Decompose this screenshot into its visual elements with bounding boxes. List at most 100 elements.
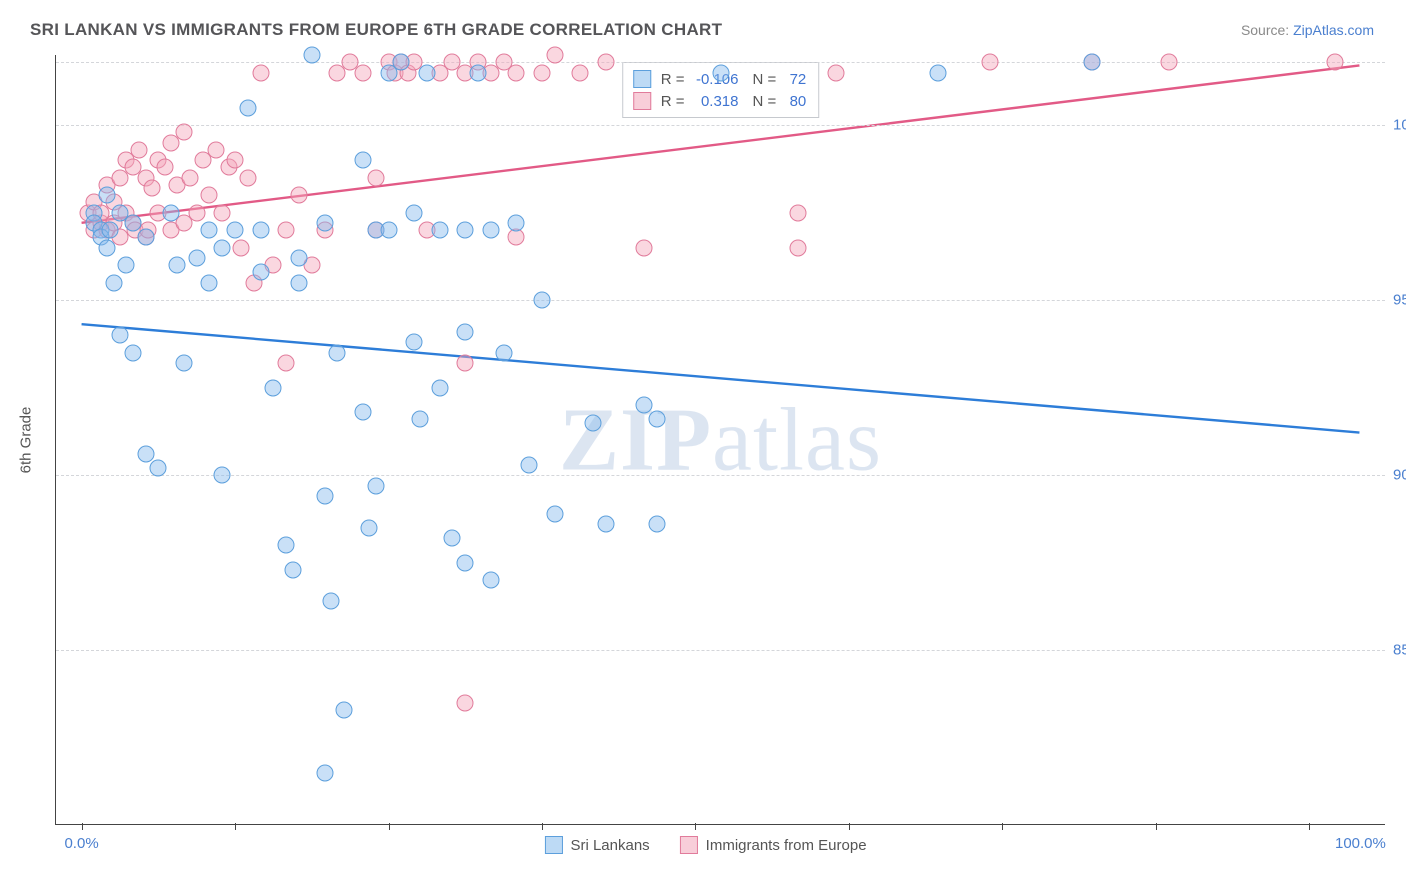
data-point bbox=[380, 222, 397, 239]
data-point bbox=[105, 274, 122, 291]
data-point bbox=[175, 124, 192, 141]
data-point bbox=[828, 64, 845, 81]
data-point bbox=[284, 561, 301, 578]
data-point bbox=[214, 239, 231, 256]
x-tick bbox=[1156, 823, 1157, 830]
data-point bbox=[124, 344, 141, 361]
data-point bbox=[143, 180, 160, 197]
gridline bbox=[56, 125, 1385, 126]
data-point bbox=[278, 222, 295, 239]
data-point bbox=[457, 355, 474, 372]
data-point bbox=[156, 159, 173, 176]
legend: Sri Lankans Immigrants from Europe bbox=[544, 836, 896, 854]
r-label: R = bbox=[661, 71, 685, 88]
data-point bbox=[201, 274, 218, 291]
data-point bbox=[457, 222, 474, 239]
data-point bbox=[546, 505, 563, 522]
data-point bbox=[649, 516, 666, 533]
x-tick bbox=[389, 823, 390, 830]
data-point bbox=[201, 187, 218, 204]
data-point bbox=[981, 54, 998, 71]
y-tick-label: 100.0% bbox=[1393, 117, 1406, 134]
data-point bbox=[457, 694, 474, 711]
data-point bbox=[322, 593, 339, 610]
stats-row-series2: R = 0.318 N = 80 bbox=[633, 90, 807, 112]
y-tick-label: 85.0% bbox=[1393, 642, 1406, 659]
x-tick bbox=[695, 823, 696, 830]
data-point bbox=[239, 99, 256, 116]
y-tick-label: 90.0% bbox=[1393, 467, 1406, 484]
data-point bbox=[431, 379, 448, 396]
n-value-2: 80 bbox=[780, 93, 806, 110]
data-point bbox=[150, 460, 167, 477]
data-point bbox=[182, 169, 199, 186]
data-point bbox=[111, 327, 128, 344]
data-point bbox=[227, 152, 244, 169]
x-tick-label: 0.0% bbox=[64, 835, 98, 852]
data-point bbox=[290, 250, 307, 267]
data-point bbox=[329, 344, 346, 361]
data-point bbox=[175, 355, 192, 372]
data-point bbox=[316, 488, 333, 505]
data-point bbox=[188, 250, 205, 267]
data-point bbox=[789, 204, 806, 221]
x-tick bbox=[235, 823, 236, 830]
data-point bbox=[367, 477, 384, 494]
data-point bbox=[252, 222, 269, 239]
data-point bbox=[508, 215, 525, 232]
data-point bbox=[124, 215, 141, 232]
data-point bbox=[290, 187, 307, 204]
data-point bbox=[406, 204, 423, 221]
data-point bbox=[303, 47, 320, 64]
data-point bbox=[412, 411, 429, 428]
data-point bbox=[1083, 54, 1100, 71]
gridline bbox=[56, 650, 1385, 651]
data-point bbox=[290, 274, 307, 291]
data-point bbox=[252, 264, 269, 281]
gridline bbox=[56, 300, 1385, 301]
trend-lines bbox=[56, 55, 1385, 824]
data-point bbox=[214, 204, 231, 221]
source-link[interactable]: ZipAtlas.com bbox=[1293, 22, 1374, 38]
r-value-2: 0.318 bbox=[689, 93, 739, 110]
data-point bbox=[572, 64, 589, 81]
source-label: Source: bbox=[1241, 22, 1293, 38]
data-point bbox=[137, 446, 154, 463]
data-point bbox=[316, 764, 333, 781]
data-point bbox=[789, 239, 806, 256]
data-point bbox=[354, 64, 371, 81]
data-point bbox=[278, 355, 295, 372]
data-point bbox=[214, 467, 231, 484]
data-point bbox=[713, 64, 730, 81]
data-point bbox=[521, 456, 538, 473]
x-tick bbox=[849, 823, 850, 830]
data-point bbox=[361, 519, 378, 536]
data-point bbox=[393, 54, 410, 71]
swatch-series2 bbox=[633, 92, 651, 110]
data-point bbox=[131, 141, 148, 158]
data-point bbox=[278, 537, 295, 554]
data-point bbox=[265, 379, 282, 396]
data-point bbox=[118, 257, 135, 274]
data-point bbox=[597, 54, 614, 71]
data-point bbox=[239, 169, 256, 186]
legend-swatch-1 bbox=[544, 836, 562, 854]
data-point bbox=[252, 64, 269, 81]
gridline bbox=[56, 62, 1385, 63]
x-tick bbox=[1309, 823, 1310, 830]
legend-label-2: Immigrants from Europe bbox=[706, 837, 867, 854]
data-point bbox=[585, 414, 602, 431]
data-point bbox=[470, 64, 487, 81]
data-point bbox=[163, 204, 180, 221]
data-point bbox=[533, 292, 550, 309]
n-label: N = bbox=[753, 71, 777, 88]
n-label: N = bbox=[753, 93, 777, 110]
r-label: R = bbox=[661, 93, 685, 110]
data-point bbox=[546, 47, 563, 64]
data-point bbox=[169, 257, 186, 274]
data-point bbox=[457, 554, 474, 571]
data-point bbox=[207, 141, 224, 158]
data-point bbox=[354, 152, 371, 169]
data-point bbox=[431, 222, 448, 239]
data-point bbox=[418, 64, 435, 81]
